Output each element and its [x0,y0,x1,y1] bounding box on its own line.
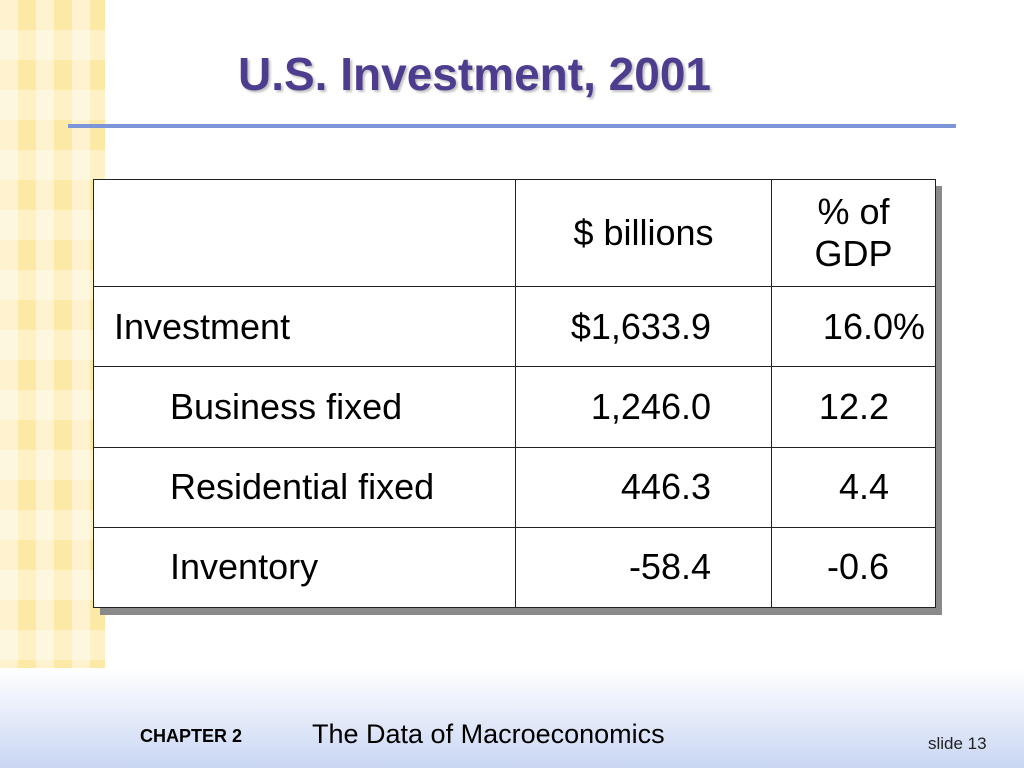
row-pct: 12.2 [771,366,936,448]
title-divider [68,124,956,128]
row-pct: -0.6 [771,526,936,609]
header-billions: $ billions [515,178,772,288]
row-label: Residential fixed [93,446,516,528]
table-row: Residential fixed 446.3 4.4 [93,446,936,528]
chapter-title: The Data of Macroeconomics [312,719,665,749]
slide-number: slide 13 [928,734,987,753]
header-empty-cell [93,178,516,288]
row-billions: 446.3 [515,446,772,528]
row-label: Business fixed [93,366,516,448]
row-pct: 4.4 [771,446,936,528]
row-pct: 16.0% [771,286,936,368]
slide-title: U.S. Investment, 2001 [238,48,711,100]
row-label: Investment [93,286,516,368]
row-billions: $1,633.9 [515,286,772,368]
row-label: Inventory [93,526,516,609]
chapter-label: CHAPTER 2 [140,726,243,746]
decorative-side-strip [0,0,105,768]
row-billions: 1,246.0 [515,366,772,448]
table-row: Inventory -58.4 -0.6 [93,526,936,609]
investment-table: $ billions % of GDP Investment $1,633.9 … [93,178,936,609]
row-billions: -58.4 [515,526,772,609]
footer-band [0,668,1024,768]
header-pct-line1: % of [817,191,890,233]
table-header-row: $ billions % of GDP [93,178,936,288]
header-pct-gdp: % of GDP [771,178,936,288]
header-pct-line2: GDP [814,233,893,275]
table-row: Business fixed 1,246.0 12.2 [93,366,936,448]
table-row: Investment $1,633.9 16.0% [93,286,936,368]
